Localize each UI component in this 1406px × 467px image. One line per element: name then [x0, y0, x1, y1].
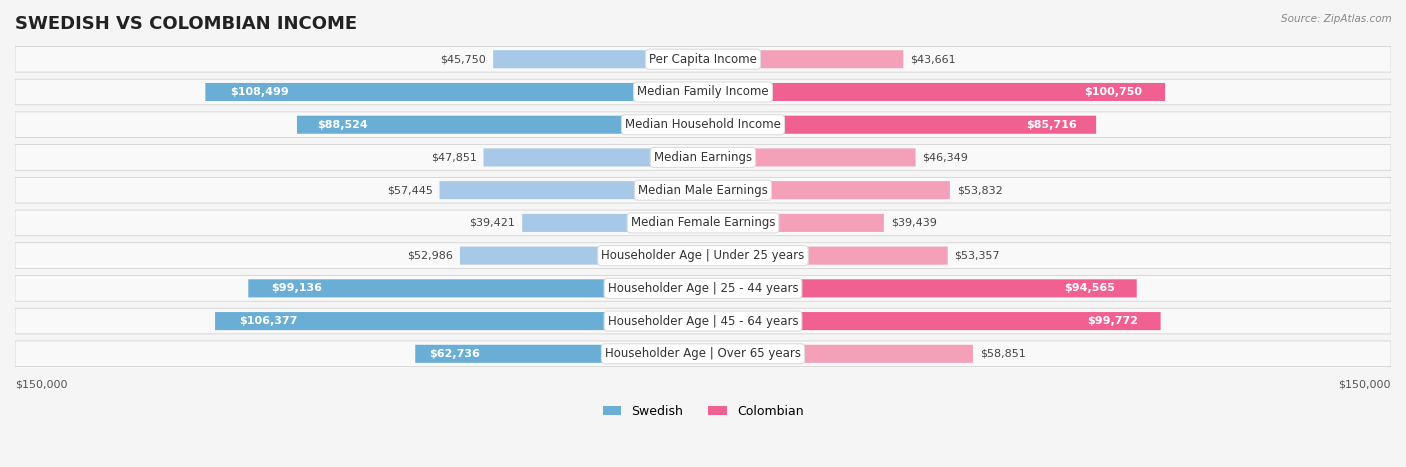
Legend: Swedish, Colombian: Swedish, Colombian [598, 400, 808, 423]
Text: Median Earnings: Median Earnings [654, 151, 752, 164]
Text: SWEDISH VS COLOMBIAN INCOME: SWEDISH VS COLOMBIAN INCOME [15, 15, 357, 33]
FancyBboxPatch shape [703, 83, 1166, 101]
FancyBboxPatch shape [703, 279, 1136, 297]
FancyBboxPatch shape [703, 214, 884, 232]
Text: $85,716: $85,716 [1026, 120, 1077, 130]
FancyBboxPatch shape [15, 145, 1391, 170]
FancyBboxPatch shape [205, 83, 703, 101]
FancyBboxPatch shape [703, 345, 973, 363]
FancyBboxPatch shape [703, 50, 903, 68]
Text: $53,357: $53,357 [955, 251, 1000, 261]
Text: $39,439: $39,439 [891, 218, 936, 228]
FancyBboxPatch shape [15, 308, 1391, 334]
FancyBboxPatch shape [15, 341, 1391, 367]
Text: $47,851: $47,851 [430, 152, 477, 163]
Text: Median Male Earnings: Median Male Earnings [638, 184, 768, 197]
Text: $43,661: $43,661 [910, 54, 956, 64]
FancyBboxPatch shape [522, 214, 703, 232]
Text: $58,851: $58,851 [980, 349, 1025, 359]
FancyBboxPatch shape [15, 276, 1391, 301]
Text: $57,445: $57,445 [387, 185, 433, 195]
FancyBboxPatch shape [15, 112, 1391, 138]
FancyBboxPatch shape [703, 116, 1097, 134]
Text: Median Family Income: Median Family Income [637, 85, 769, 99]
Text: $94,565: $94,565 [1064, 283, 1115, 293]
FancyBboxPatch shape [297, 116, 703, 134]
FancyBboxPatch shape [440, 181, 703, 199]
Text: Source: ZipAtlas.com: Source: ZipAtlas.com [1281, 14, 1392, 24]
Text: $150,000: $150,000 [15, 380, 67, 390]
Text: Median Female Earnings: Median Female Earnings [631, 216, 775, 229]
Text: $150,000: $150,000 [1339, 380, 1391, 390]
Text: $45,750: $45,750 [440, 54, 486, 64]
FancyBboxPatch shape [15, 243, 1391, 269]
Text: Householder Age | Under 25 years: Householder Age | Under 25 years [602, 249, 804, 262]
Text: Householder Age | Over 65 years: Householder Age | Over 65 years [605, 347, 801, 361]
FancyBboxPatch shape [703, 181, 950, 199]
Text: $39,421: $39,421 [470, 218, 516, 228]
FancyBboxPatch shape [415, 345, 703, 363]
Text: Householder Age | 25 - 44 years: Householder Age | 25 - 44 years [607, 282, 799, 295]
FancyBboxPatch shape [703, 247, 948, 265]
Text: $99,136: $99,136 [271, 283, 322, 293]
Text: $100,750: $100,750 [1084, 87, 1142, 97]
Text: $108,499: $108,499 [231, 87, 290, 97]
FancyBboxPatch shape [460, 247, 703, 265]
Text: $62,736: $62,736 [430, 349, 481, 359]
FancyBboxPatch shape [703, 149, 915, 166]
FancyBboxPatch shape [215, 312, 703, 330]
FancyBboxPatch shape [249, 279, 703, 297]
Text: $53,832: $53,832 [957, 185, 1002, 195]
Text: Median Household Income: Median Household Income [626, 118, 780, 131]
Text: Householder Age | 45 - 64 years: Householder Age | 45 - 64 years [607, 315, 799, 327]
Text: Per Capita Income: Per Capita Income [650, 53, 756, 66]
Text: $88,524: $88,524 [318, 120, 368, 130]
Text: $52,986: $52,986 [408, 251, 453, 261]
FancyBboxPatch shape [15, 210, 1391, 236]
FancyBboxPatch shape [15, 177, 1391, 203]
Text: $46,349: $46,349 [922, 152, 969, 163]
Text: $106,377: $106,377 [239, 316, 298, 326]
FancyBboxPatch shape [484, 149, 703, 166]
FancyBboxPatch shape [494, 50, 703, 68]
FancyBboxPatch shape [15, 46, 1391, 72]
Text: $99,772: $99,772 [1087, 316, 1137, 326]
FancyBboxPatch shape [15, 79, 1391, 105]
FancyBboxPatch shape [703, 312, 1160, 330]
